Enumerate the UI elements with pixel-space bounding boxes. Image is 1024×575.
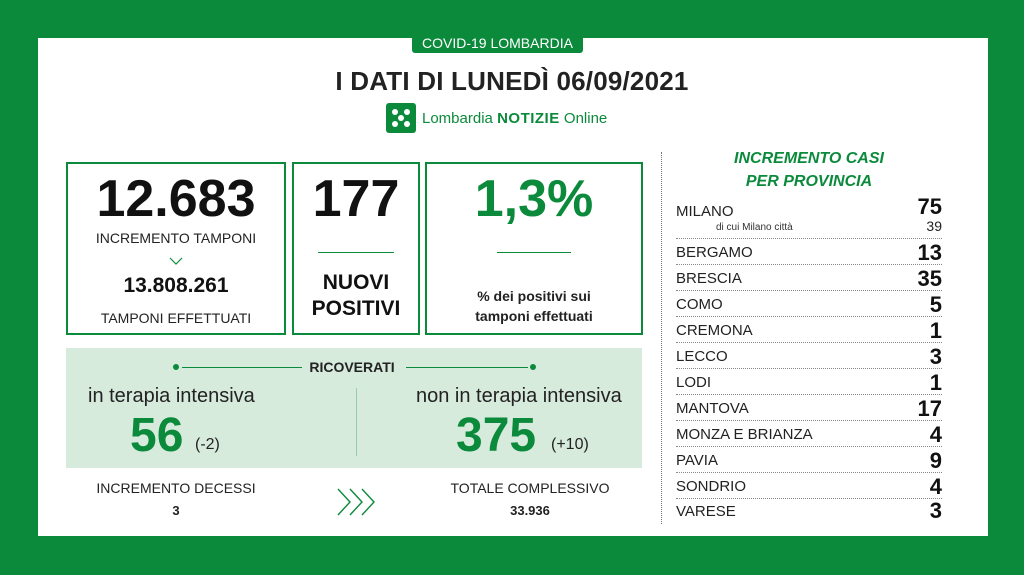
province-row: VARESE 3 bbox=[676, 498, 942, 523]
decessi-total-label: TOTALE COMPLESSIVO bbox=[450, 480, 610, 496]
province-value: 13 bbox=[917, 240, 942, 265]
province-value: 17 bbox=[917, 396, 942, 421]
non-intensive-value: 375 bbox=[456, 409, 537, 462]
tamponi-total-label: TAMPONI EFFETTUATI bbox=[100, 310, 252, 326]
province-name: MILANO bbox=[676, 203, 734, 220]
brand-bold: NOTIZIE bbox=[497, 109, 560, 127]
milano-city-value: 39 bbox=[926, 218, 942, 234]
province-value: 5 bbox=[929, 292, 942, 317]
province-title-2: PER PROVINCIA bbox=[745, 173, 873, 190]
chevrons-right-icon bbox=[336, 485, 380, 524]
intensive-label: in terapia intensiva bbox=[88, 385, 255, 407]
page-title: I DATI DI LUNEDÌ 06/09/2021 bbox=[335, 66, 689, 96]
lombardia-rose-icon bbox=[386, 103, 416, 133]
milano-city-label: di cui Milano città bbox=[716, 222, 793, 233]
percent-value: 1,3% bbox=[474, 170, 594, 228]
province-row: BERGAMO 13 bbox=[676, 240, 942, 265]
province-row: CREMONA 1 bbox=[676, 318, 942, 343]
province-name: VARESE bbox=[676, 503, 736, 520]
tamponi-increment-label: INCREMENTO TAMPONI bbox=[95, 230, 257, 246]
province-row: MANTOVA 17 bbox=[676, 396, 942, 421]
province-row: PAVIA 9 bbox=[676, 448, 942, 473]
province-name: PAVIA bbox=[676, 452, 718, 469]
positivi-label-2: POSITIVI bbox=[311, 297, 401, 320]
province-value: 3 bbox=[929, 498, 942, 523]
province-value: 4 bbox=[929, 474, 942, 499]
province-name: SONDRIO bbox=[676, 478, 747, 495]
non-intensive-label: non in terapia intensiva bbox=[416, 385, 622, 407]
decessi-increment-label: INCREMENTO DECESSI bbox=[96, 480, 256, 496]
intensive-delta: (-2) bbox=[195, 436, 220, 453]
tamponi-total-value: 13.808.261 bbox=[123, 274, 229, 297]
column-separator bbox=[661, 152, 662, 524]
province-value: 9 bbox=[929, 448, 942, 473]
province-row: SONDRIO 4 bbox=[676, 474, 942, 499]
province-name: MANTOVA bbox=[676, 400, 749, 417]
province-name: CREMONA bbox=[676, 322, 753, 339]
province-name: BERGAMO bbox=[676, 244, 753, 261]
brand-logo: Lombardia NOTIZIE Online bbox=[386, 103, 607, 133]
brand-text: Lombardia NOTIZIE Online bbox=[422, 110, 607, 127]
brand-regular: Lombardia bbox=[422, 109, 493, 127]
divider bbox=[318, 252, 394, 253]
intensive-value: 56 bbox=[130, 409, 184, 462]
province-row: LODI 1 bbox=[676, 370, 942, 395]
ricoverati-line-left bbox=[182, 367, 302, 368]
province-name: LODI bbox=[676, 374, 712, 391]
province-row: COMO 5 bbox=[676, 292, 942, 317]
province-row: MONZA E BRIANZA 4 bbox=[676, 422, 942, 447]
header-tag: COVID-19 LOMBARDIA bbox=[412, 33, 583, 53]
decessi-total-value: 33.936 bbox=[510, 503, 550, 518]
ricoverati-band bbox=[66, 348, 642, 468]
province-value: 1 bbox=[929, 370, 942, 395]
province-value: 4 bbox=[929, 422, 942, 447]
non-intensive-delta: (+10) bbox=[551, 436, 589, 453]
percent-box: 1,3% % dei positivi sui tamponi effettua… bbox=[425, 162, 643, 335]
divider bbox=[497, 252, 571, 253]
decessi-increment-value: 3 bbox=[172, 503, 180, 518]
brand-suffix: Online bbox=[563, 109, 608, 127]
province-value: 3 bbox=[929, 344, 942, 369]
province-name: BRESCIA bbox=[676, 270, 742, 287]
chevron-down-icon bbox=[169, 252, 183, 270]
positivi-box: 177 NUOVI POSITIVI bbox=[292, 162, 420, 335]
percent-label-2: tamponi effettuati bbox=[475, 308, 593, 324]
positivi-label-1: NUOVI bbox=[322, 271, 390, 294]
province-name: COMO bbox=[676, 296, 723, 313]
province-value: 35 bbox=[917, 266, 942, 291]
dot-right bbox=[530, 364, 536, 370]
province-row: LECCO 3 bbox=[676, 344, 942, 369]
ricoverati-line-right bbox=[406, 367, 528, 368]
positivi-value: 177 bbox=[312, 170, 400, 228]
province-name: MONZA E BRIANZA bbox=[676, 426, 813, 443]
province-value: 75 bbox=[917, 194, 942, 219]
dot-left bbox=[173, 364, 179, 370]
province-row-milano: MILANO 75 di cui Milano città 39 bbox=[676, 194, 942, 239]
ricoverati-separator bbox=[356, 388, 357, 456]
province-name: LECCO bbox=[676, 348, 728, 365]
province-title-1: INCREMENTO CASI bbox=[734, 150, 884, 167]
province-row: BRESCIA 35 bbox=[676, 266, 942, 291]
tamponi-box: 12.683 INCREMENTO TAMPONI 13.808.261 TAM… bbox=[66, 162, 286, 335]
percent-label-1: % dei positivi sui bbox=[477, 288, 591, 304]
tamponi-increment-value: 12.683 bbox=[96, 170, 256, 228]
province-value: 1 bbox=[929, 318, 942, 343]
ricoverati-title: RICOVERATI bbox=[309, 359, 395, 375]
